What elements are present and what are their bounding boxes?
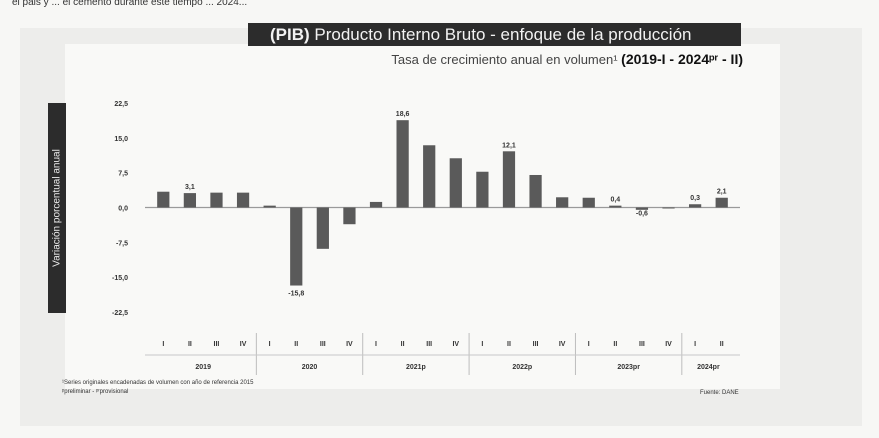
quarter-tick-label: IV <box>240 341 247 348</box>
data-label: -15,8 <box>288 291 304 298</box>
bar <box>582 197 595 208</box>
bar <box>210 192 223 208</box>
quarter-tick-label: II <box>613 341 617 348</box>
y-tick-label: 0,0 <box>118 206 128 213</box>
bar <box>449 158 462 208</box>
y-tick-label: -22,5 <box>112 310 128 317</box>
bar <box>423 145 436 208</box>
quarter-tick-label: III <box>533 341 539 348</box>
quarter-tick-label: IV <box>346 341 353 348</box>
footnote-2: ᵖpreliminar - ᵖʳprovisional <box>62 389 129 395</box>
year-group-label: 2022p <box>512 364 532 371</box>
quarter-tick-label: III <box>426 341 432 348</box>
chart-subtitle: Tasa de crecimiento anual en volumen¹ (2… <box>310 51 743 67</box>
quarter-tick-label: I <box>588 341 590 348</box>
quarter-tick-label: I <box>694 341 696 348</box>
bar <box>157 191 170 208</box>
bar <box>396 120 409 208</box>
chart-subtitle-period: (2019-I - 2024ᵖʳ - II) <box>621 51 743 67</box>
quarter-tick-label: III <box>639 341 645 348</box>
y-tick-label: 22,5 <box>114 101 128 108</box>
year-group-label: 2021p <box>406 364 426 371</box>
bar <box>369 201 383 208</box>
y-tick-label: -7,5 <box>116 240 128 247</box>
y-tick-label: 7,5 <box>118 171 128 178</box>
bar <box>290 207 303 286</box>
quarter-tick-label: III <box>214 341 220 348</box>
year-group-label: 2024pr <box>697 364 720 371</box>
bar <box>662 207 675 209</box>
bar <box>502 151 516 208</box>
bar <box>343 207 356 225</box>
data-label: 12,1 <box>502 142 516 149</box>
chart-title-abbr: (PIB) <box>270 25 310 44</box>
quarter-tick-label: IV <box>559 341 566 348</box>
quarter-tick-label: I <box>269 341 271 348</box>
quarter-tick-label: IV <box>665 341 672 348</box>
quarter-tick-label: I <box>375 341 377 348</box>
source-note: Fuente: DANE <box>700 390 739 396</box>
quarter-tick-label: III <box>320 341 326 348</box>
y-tick-label: -15,0 <box>112 275 128 282</box>
footnote-1: ¹Series originales encadenadas de volume… <box>62 380 254 386</box>
data-label: 0,4 <box>610 197 620 204</box>
bar <box>635 207 649 210</box>
data-label: 0,3 <box>690 195 700 202</box>
year-group-label: 2019 <box>195 364 211 371</box>
quarter-tick-label: II <box>401 341 405 348</box>
data-label: 3,1 <box>185 184 195 191</box>
bar <box>316 207 329 249</box>
bar <box>476 171 489 208</box>
bar <box>609 205 622 208</box>
quarter-tick-label: IV <box>452 341 459 348</box>
bar <box>556 197 569 208</box>
data-label: -0,6 <box>636 211 648 218</box>
year-group-label: 2020 <box>302 364 318 371</box>
chart-subtitle-text: Tasa de crecimiento anual en volumen¹ <box>391 52 622 67</box>
chart-card <box>65 44 780 389</box>
bar <box>688 204 702 208</box>
bar <box>263 205 276 208</box>
y-axis-label-box <box>48 103 66 313</box>
top-caption: el pais y ... el cemento durante este ti… <box>12 0 248 8</box>
year-group-label: 2023pr <box>617 364 640 371</box>
bar <box>183 193 197 208</box>
quarter-tick-label: II <box>188 341 192 348</box>
data-label: 18,6 <box>396 111 410 118</box>
chart-title-rest: Producto Interno Bruto - enfoque de la p… <box>309 25 692 44</box>
bar <box>529 174 542 208</box>
y-tick-label: 15,0 <box>114 136 128 143</box>
quarter-tick-label: II <box>507 341 511 348</box>
quarter-tick-label: I <box>162 341 164 348</box>
quarter-tick-label: II <box>720 341 724 348</box>
bar <box>715 197 728 208</box>
quarter-tick-label: II <box>294 341 298 348</box>
chart-title: (PIB) Producto Interno Bruto - enfoque d… <box>248 23 741 46</box>
data-label: 2,1 <box>717 189 727 196</box>
quarter-tick-label: I <box>481 341 483 348</box>
bar <box>236 192 250 208</box>
